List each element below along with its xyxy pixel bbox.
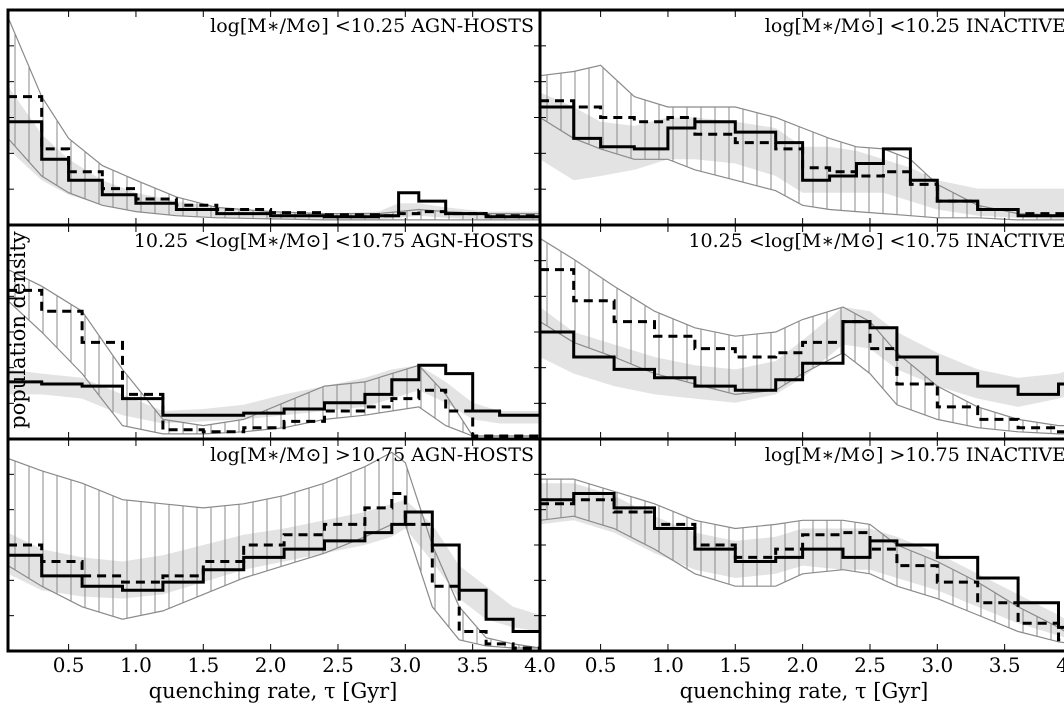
hatch-lower-edge-high-agn [8, 523, 540, 649]
x-tick-label: 0.5 [585, 653, 617, 677]
panel-label-low-inactive: log[M∗/M⊙] <10.25 INACTIVE [765, 15, 1064, 37]
solid-histogram-mid-agn [8, 363, 540, 417]
hatched-band-mid-agn [8, 269, 540, 436]
x-tick-label: 2.5 [322, 653, 354, 677]
hatch-lower-edge-high-inactive [540, 515, 1064, 644]
solid-histogram-low-inactive [540, 105, 1064, 218]
x-tick-label: 1.0 [652, 653, 684, 677]
x-tick-label: 1.5 [187, 653, 219, 677]
hatch-lower-edge-low-inactive [540, 116, 1064, 221]
x-tick-label: 1.5 [719, 653, 751, 677]
hatch-upper-edge-mid-agn [8, 269, 540, 437]
dashed-histogram-low-agn [8, 95, 540, 218]
x-tick-label: 3.0 [921, 653, 953, 677]
hatch-upper-edge-high-agn [8, 451, 540, 649]
x-tick-label: 1.0 [120, 653, 152, 677]
dashed-histogram-mid-inactive [540, 268, 1064, 434]
panel-label-high-agn: log[M∗/M⊙] >10.75 AGN-HOSTS [210, 444, 534, 466]
hatch-upper-edge-high-inactive [540, 478, 1064, 632]
hatch-upper-edge-low-inactive [540, 64, 1064, 216]
panel-low-agn [8, 16, 540, 221]
panel-mid-agn [8, 269, 540, 438]
solid-histogram-mid-inactive [540, 320, 1064, 396]
solid-histogram-high-inactive [540, 492, 1064, 629]
panel-label-high-inactive: log[M∗/M⊙] >10.75 INACTIVE [765, 444, 1064, 466]
hatched-band-high-agn [8, 452, 540, 648]
hatched-band-mid-inactive [540, 238, 1064, 434]
hatch-upper-edge-mid-inactive [540, 237, 1064, 427]
solid-histogram-high-agn [8, 510, 540, 638]
hatch-lower-edge-mid-agn [8, 300, 540, 437]
panel-high-inactive [540, 478, 1064, 644]
panel-high-agn [8, 451, 540, 650]
panel-label-low-agn: log[M∗/M⊙] <10.25 AGN-HOSTS [210, 15, 534, 37]
dashed-histogram-high-agn [8, 492, 540, 650]
x-axis-label-left: quenching rate, τ [Gyr] [149, 679, 398, 703]
x-tick-label: 0.5 [53, 653, 85, 677]
x-tick-label: 2.5 [854, 653, 886, 677]
solid-histogram-low-agn [8, 120, 540, 219]
x-tick-label: 3.5 [457, 653, 489, 677]
x-tick-label: 3.0 [389, 653, 421, 677]
panel-low-inactive [540, 64, 1064, 221]
x-tick-label: 4.0 [524, 653, 556, 677]
hatched-band-high-inactive [540, 479, 1064, 643]
hatched-band-low-agn [8, 17, 540, 220]
panel-mid-inactive [540, 237, 1064, 435]
dashed-histogram-mid-agn [8, 288, 540, 438]
x-tick-label: 3.5 [989, 653, 1021, 677]
panel-label-mid-agn: 10.25 <log[M∗/M⊙] <10.75 AGN-HOSTS [134, 230, 534, 252]
x-tick-label: 2.0 [787, 653, 819, 677]
y-axis-label: population density [6, 231, 30, 429]
x-axis-label-right: quenching rate, τ [Gyr] [680, 679, 929, 703]
panel-label-mid-inactive: 10.25 <log[M∗/M⊙] <10.75 INACTIVE [688, 230, 1064, 252]
x-tick-label: 4.0 [1056, 653, 1064, 677]
x-tick-label: 2.0 [255, 653, 287, 677]
